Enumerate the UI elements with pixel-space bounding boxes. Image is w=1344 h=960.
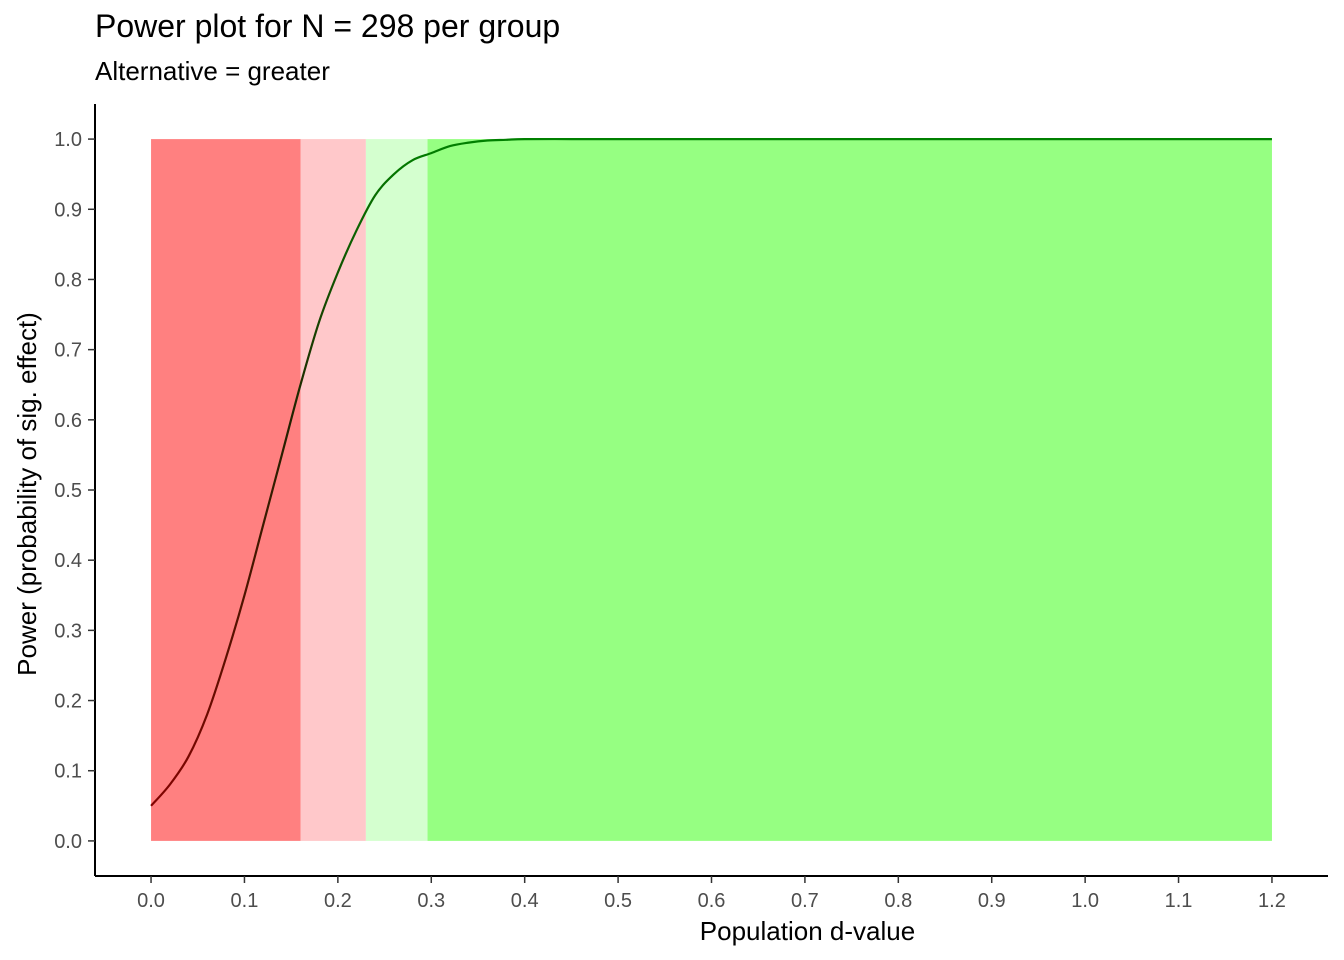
y-tick-label: 0.6 xyxy=(54,410,82,432)
y-tick-label: 0.0 xyxy=(54,831,82,853)
x-tick-label: 0.5 xyxy=(604,890,632,912)
y-tick-label: 0.1 xyxy=(54,761,82,783)
x-tick-label: 0.8 xyxy=(884,890,912,912)
power-band-1 xyxy=(300,139,366,841)
y-tick-label: 0.3 xyxy=(54,620,82,642)
x-tick-label: 0.1 xyxy=(231,890,259,912)
chart-subtitle: Alternative = greater xyxy=(95,56,330,86)
y-tick-label: 0.8 xyxy=(54,269,82,291)
x-tick-label: 0.2 xyxy=(324,890,352,912)
x-tick-label: 1.1 xyxy=(1165,890,1193,912)
power-bands xyxy=(151,139,1272,841)
x-tick-label: 0.3 xyxy=(417,890,445,912)
x-tick-label: 0.6 xyxy=(698,890,726,912)
y-tick-label: 0.5 xyxy=(54,480,82,502)
chart-title: Power plot for N = 298 per group xyxy=(95,8,561,44)
x-tick-label: 0.0 xyxy=(137,890,165,912)
power-band-2 xyxy=(365,139,428,841)
y-tick-label: 0.2 xyxy=(54,691,82,713)
power-band-0 xyxy=(151,139,301,841)
y-axis-ticks: 0.0 0.1 0.2 0.3 0.4 0.5 0.6 0.7 0.8 0.9 1.0 xyxy=(54,129,95,853)
y-axis-title: Power (probability of sig. effect) xyxy=(12,312,42,676)
x-tick-label: 0.9 xyxy=(978,890,1006,912)
power-band-3 xyxy=(427,139,1272,841)
x-axis-title: Population d-value xyxy=(700,916,915,946)
y-tick-label: 1.0 xyxy=(54,129,82,151)
x-tick-label: 0.4 xyxy=(511,890,539,912)
y-tick-label: 0.4 xyxy=(54,550,82,572)
power-curve-line xyxy=(150,137,1272,807)
x-tick-label: 0.7 xyxy=(791,890,819,912)
y-tick-label: 0.7 xyxy=(54,340,82,362)
x-tick-label: 1.2 xyxy=(1258,890,1286,912)
y-tick-label: 0.9 xyxy=(54,199,82,221)
power-curve xyxy=(150,137,1272,807)
x-tick-label: 1.0 xyxy=(1071,890,1099,912)
x-axis-ticks: 0.0 0.1 0.2 0.3 0.4 0.5 0.6 0.7 0.8 0.9 1.0 1.1 1.2 xyxy=(137,876,1286,912)
